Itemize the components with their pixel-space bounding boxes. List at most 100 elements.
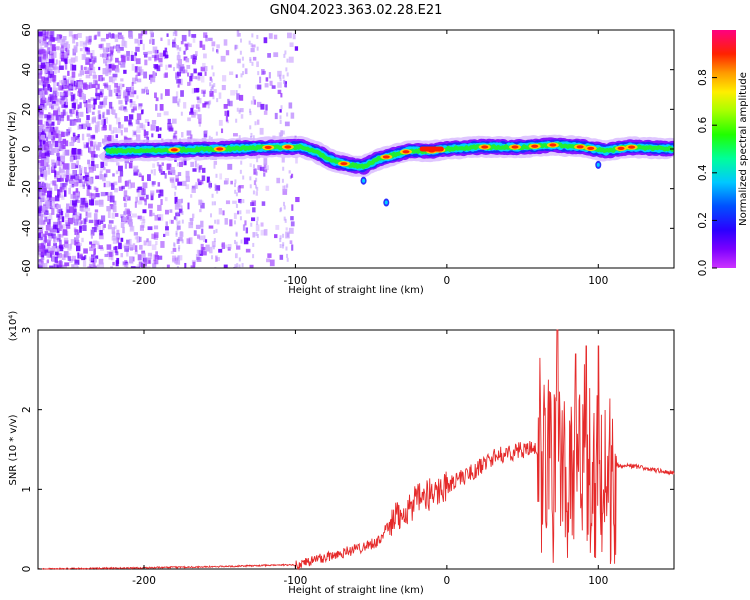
- heatmap-cell: [51, 245, 56, 253]
- heatmap-cell: [54, 184, 58, 191]
- heatmap-cell: [101, 138, 105, 144]
- y-tick-label: 40: [21, 63, 33, 76]
- heatmap-cell: [44, 128, 50, 132]
- heatmap-cell: [176, 211, 179, 216]
- heatmap-cell: [175, 259, 181, 265]
- heatmap-cell: [175, 91, 179, 98]
- heatmap-cell: [61, 45, 64, 49]
- heatmap-cell: [267, 253, 272, 258]
- heatmap-cell: [216, 98, 219, 103]
- heatmap-cell: [67, 252, 71, 260]
- heatmap-cell: [170, 166, 175, 173]
- heatmap-cell: [61, 82, 67, 89]
- heatmap-cell: [193, 109, 198, 116]
- heatmap-cell: [62, 46, 68, 51]
- heatmap-cell: [196, 163, 200, 170]
- heatmap-cell: [142, 209, 147, 214]
- heatmap-cell: [51, 196, 55, 203]
- heatmap-cell: [132, 129, 137, 137]
- heatmap-cell: [249, 163, 252, 168]
- heatmap-cell: [172, 96, 178, 104]
- heatmap-cell: [188, 30, 191, 37]
- heatmap-cell: [74, 190, 80, 196]
- heatmap-cell: [248, 108, 251, 113]
- heatmap-cell: [79, 221, 82, 229]
- heatmap-cell: [123, 211, 127, 216]
- heatmap-cell: [115, 45, 119, 50]
- heatmap-cell: [143, 198, 147, 202]
- heatmap-cell: [112, 127, 118, 133]
- heatmap-cell: [177, 255, 183, 261]
- heatmap-cell: [159, 189, 164, 197]
- heatmap-cell: [289, 175, 293, 179]
- heatmap-cell: [47, 95, 51, 101]
- heatmap-cell: [40, 180, 44, 186]
- heatmap-cell: [160, 171, 165, 175]
- heatmap-cell: [228, 100, 233, 107]
- heatmap-cell: [211, 84, 214, 89]
- heatmap-cell: [257, 101, 262, 108]
- heatmap-cell: [50, 201, 56, 209]
- heatmap-cell: [287, 32, 292, 39]
- heatmap-cell: [234, 239, 237, 244]
- heatmap-cell: [81, 123, 87, 130]
- heatmap-cell: [55, 133, 59, 139]
- heatmap-cell: [242, 63, 245, 68]
- heatmap-cell: [204, 71, 207, 76]
- heatmap-cell: [66, 89, 72, 96]
- colorbar-tick-label: 0.2: [697, 212, 709, 229]
- heatmap-cell: [51, 159, 55, 166]
- heatmap-cell: [120, 63, 126, 68]
- heatmap-cell: [38, 183, 43, 188]
- heatmap-cell: [252, 242, 255, 247]
- heatmap-cell: [147, 252, 153, 257]
- heatmap-cell: [286, 112, 289, 117]
- heatmap-cell: [92, 145, 96, 152]
- heatmap-cell: [157, 204, 162, 211]
- heatmap-cell: [85, 103, 91, 109]
- heatmap-cell: [238, 264, 241, 268]
- heatmap-cell: [92, 259, 96, 267]
- heatmap-cell: [203, 235, 206, 243]
- heatmap-cell: [280, 130, 283, 137]
- heatmap-cell: [91, 49, 95, 57]
- heatmap-cell: [46, 239, 51, 247]
- heatmap-cell: [91, 56, 97, 63]
- heatmap-cell: [141, 193, 146, 198]
- heatmap-cell: [147, 240, 152, 247]
- heatmap-cell: [50, 113, 54, 117]
- heatmap-cell: [57, 83, 61, 91]
- heatmap-cell: [214, 219, 217, 224]
- heatmap-cell: [137, 186, 142, 191]
- heatmap-cell: [110, 266, 114, 268]
- heatmap-cell: [97, 142, 102, 147]
- heatmap-cell: [47, 164, 51, 169]
- heatmap-cell: [181, 210, 184, 215]
- heatmap-cell: [157, 133, 162, 139]
- heatmap-cell: [150, 77, 156, 83]
- heatmap-cell: [50, 148, 55, 156]
- heatmap-cell: [88, 219, 94, 224]
- heatmap-cell: [135, 119, 140, 125]
- heatmap-cell: [58, 167, 62, 174]
- heatmap-cell: [195, 104, 200, 109]
- heatmap-cell: [133, 55, 137, 62]
- heatmap-cell: [60, 223, 66, 230]
- heatmap-cell: [172, 31, 175, 36]
- heatmap-cell: [158, 193, 161, 198]
- heatmap-cell: [194, 160, 197, 168]
- heatmap-cell: [200, 75, 205, 83]
- heatmap-cell: [114, 82, 118, 88]
- heatmap-cell: [42, 94, 46, 100]
- heatmap-cell: [54, 256, 58, 263]
- heatmap-cell: [112, 109, 116, 115]
- heatmap-cell: [70, 63, 74, 71]
- heatmap-cell: [212, 245, 215, 250]
- heatmap-cell: [209, 246, 213, 254]
- heatmap-cell: [249, 111, 252, 116]
- heatmap-cell: [148, 56, 152, 61]
- heatmap-cell: [79, 48, 83, 52]
- heatmap-cell: [81, 237, 84, 243]
- heatmap-cell: [252, 135, 255, 140]
- heatmap-cell: [147, 174, 151, 181]
